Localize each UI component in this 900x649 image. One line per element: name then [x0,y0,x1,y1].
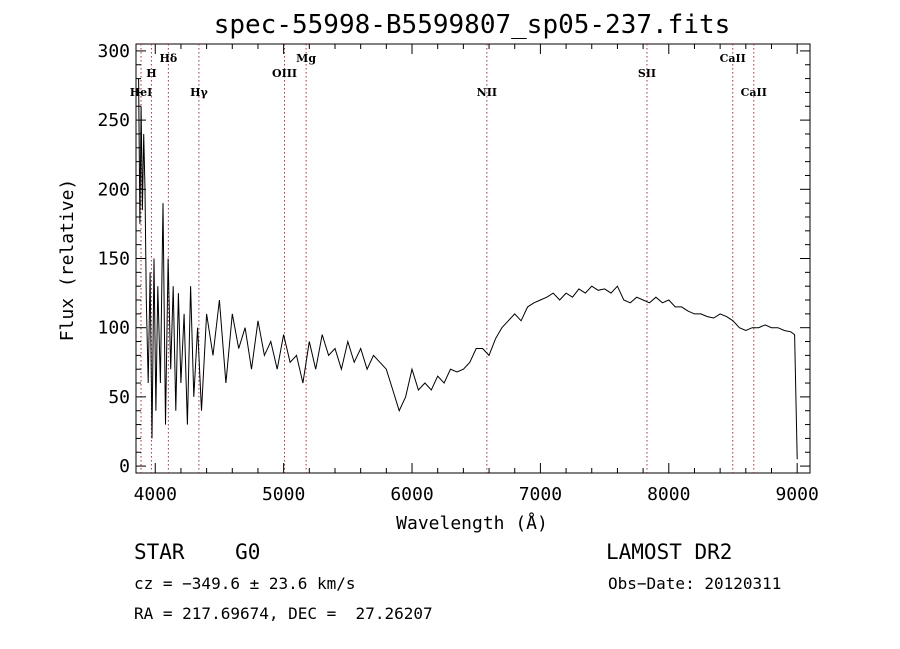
y-tick-label: 100 [97,318,130,339]
spectral-line-label: H [146,67,156,80]
x-tick-label: 5000 [262,484,305,505]
spectral-line-label: Hγ [190,86,208,99]
spectral-line-label: CaII [720,52,746,65]
x-axis: 4000 5000 6000 7000 8000 9000 [134,44,819,505]
y-axis-label: Flux (relative) [57,179,78,342]
spectral-line-label: OIII [272,67,297,80]
flux-series-line [138,78,798,460]
plot-frame [135,43,811,474]
spectral-line-label: Hδ [159,52,177,65]
y-tick-label: 50 [108,387,130,408]
object-class: STAR G0 [134,540,261,564]
y-tick-label: 200 [97,179,130,200]
spectral-line-label: NII [477,86,497,99]
spectral-line-label: Mg [296,52,316,65]
y-axis: 0 50 100 150 200 250 300 [97,41,810,477]
y-tick-label: 300 [97,41,130,62]
spectral-line-label: SII [638,67,656,80]
x-tick-label: 6000 [390,484,433,505]
spectral-line-markers: HeI HHδ Hγ OIII Mg NII SII CaII CaII [130,44,767,473]
spectral-line-label: HeI [130,86,153,99]
y-tick-label: 0 [119,456,130,477]
x-tick-label: 4000 [134,484,177,505]
x-tick-label: 7000 [519,484,562,505]
y-tick-label: 150 [97,249,130,270]
spectral-line-label: CaII [741,86,767,99]
y-tick-label: 250 [97,110,130,131]
chart-title: spec-55998-B5599807_sp05-237.fits [214,10,731,40]
x-tick-label: 9000 [775,484,818,505]
x-tick-label: 8000 [647,484,690,505]
x-axis-label: Wavelength (Å) [396,512,548,534]
observation-date: Obs−Date: 20120311 [608,574,782,593]
survey-name: LAMOST DR2 [606,540,733,564]
coordinates: RA = 217.69674, DEC = 27.26207 [134,604,433,623]
redshift-velocity: cz = −349.6 ± 23.6 km/s [134,574,356,593]
